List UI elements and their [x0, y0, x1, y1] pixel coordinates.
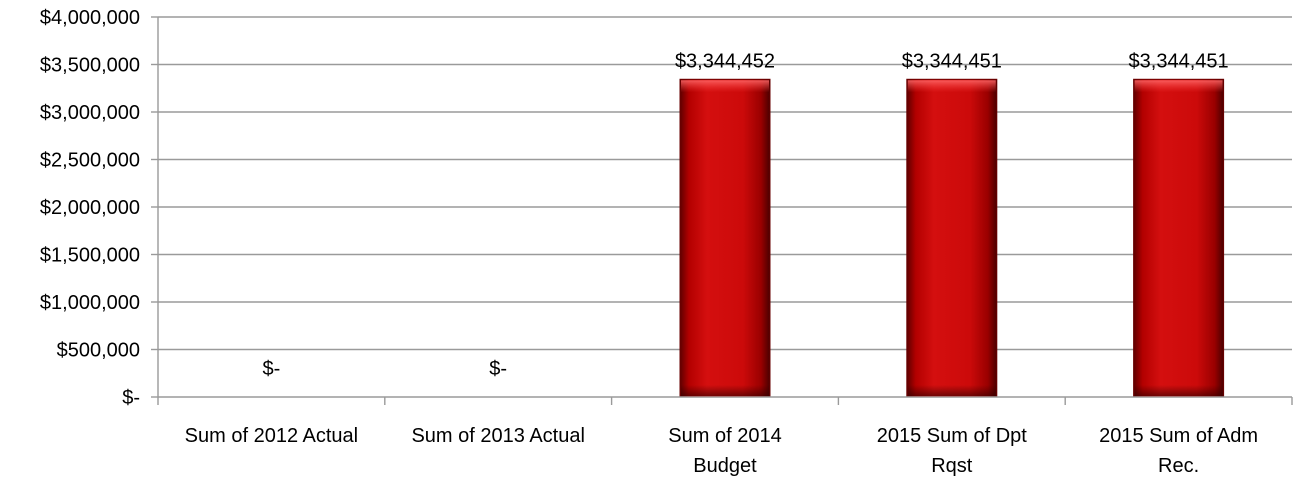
bar	[1133, 78, 1225, 398]
data-label: $-	[489, 358, 507, 380]
bar-bottom-shade	[681, 385, 769, 396]
x-category-label: Budget	[693, 455, 757, 477]
data-label: $3,344,451	[1129, 50, 1229, 72]
x-category-label: Sum of 2012 Actual	[185, 425, 358, 447]
x-axis	[157, 17, 1293, 405]
x-category-label: Rqst	[931, 455, 973, 477]
bar-body	[1133, 78, 1225, 398]
x-category-label: Sum of 2014	[668, 425, 781, 447]
x-axis-category-labels: Sum of 2012 Actual Sum of 2013 Actual Sum …	[185, 425, 1258, 477]
bar	[679, 78, 771, 398]
y-tick-label: $3,500,000	[40, 55, 140, 77]
x-category-label: Sum of 2013 Actual	[411, 425, 584, 447]
bar-top-highlight	[907, 80, 996, 93]
y-tick-label: $4,000,000	[40, 7, 140, 29]
data-label: $3,344,451	[902, 50, 1002, 72]
bar-bottom-shade	[907, 385, 996, 396]
data-labels: $- $- $3,344,452 $3,344,451 $3,344,451	[263, 50, 1229, 380]
y-axis-tick-labels: $- $500,000 $1,000,000 $1,500,000 $2,000,000…	[40, 7, 140, 409]
x-category-label: 2015 Sum of Dpt	[877, 425, 1028, 447]
y-tick-label: $3,000,000	[40, 102, 140, 124]
x-category-label: Rec.	[1158, 455, 1199, 477]
y-tick-label: $1,500,000	[40, 245, 140, 267]
y-tick-label: $2,000,000	[40, 197, 140, 219]
y-tick-label: $1,000,000	[40, 292, 140, 314]
bar	[906, 78, 998, 398]
data-label: $-	[263, 358, 281, 380]
bars	[679, 78, 1225, 398]
y-tick-label: $500,000	[57, 340, 140, 362]
bar-bottom-shade	[1134, 385, 1223, 396]
bar-top-highlight	[681, 80, 769, 93]
y-tick-label: $2,500,000	[40, 150, 140, 172]
data-label: $3,344,452	[675, 50, 775, 72]
x-category-label: 2015 Sum of Adm	[1099, 425, 1258, 447]
y-tick-label: $-	[122, 387, 140, 409]
bar-body	[679, 78, 771, 398]
bar-top-highlight	[1134, 80, 1223, 93]
bar-body	[906, 78, 998, 398]
